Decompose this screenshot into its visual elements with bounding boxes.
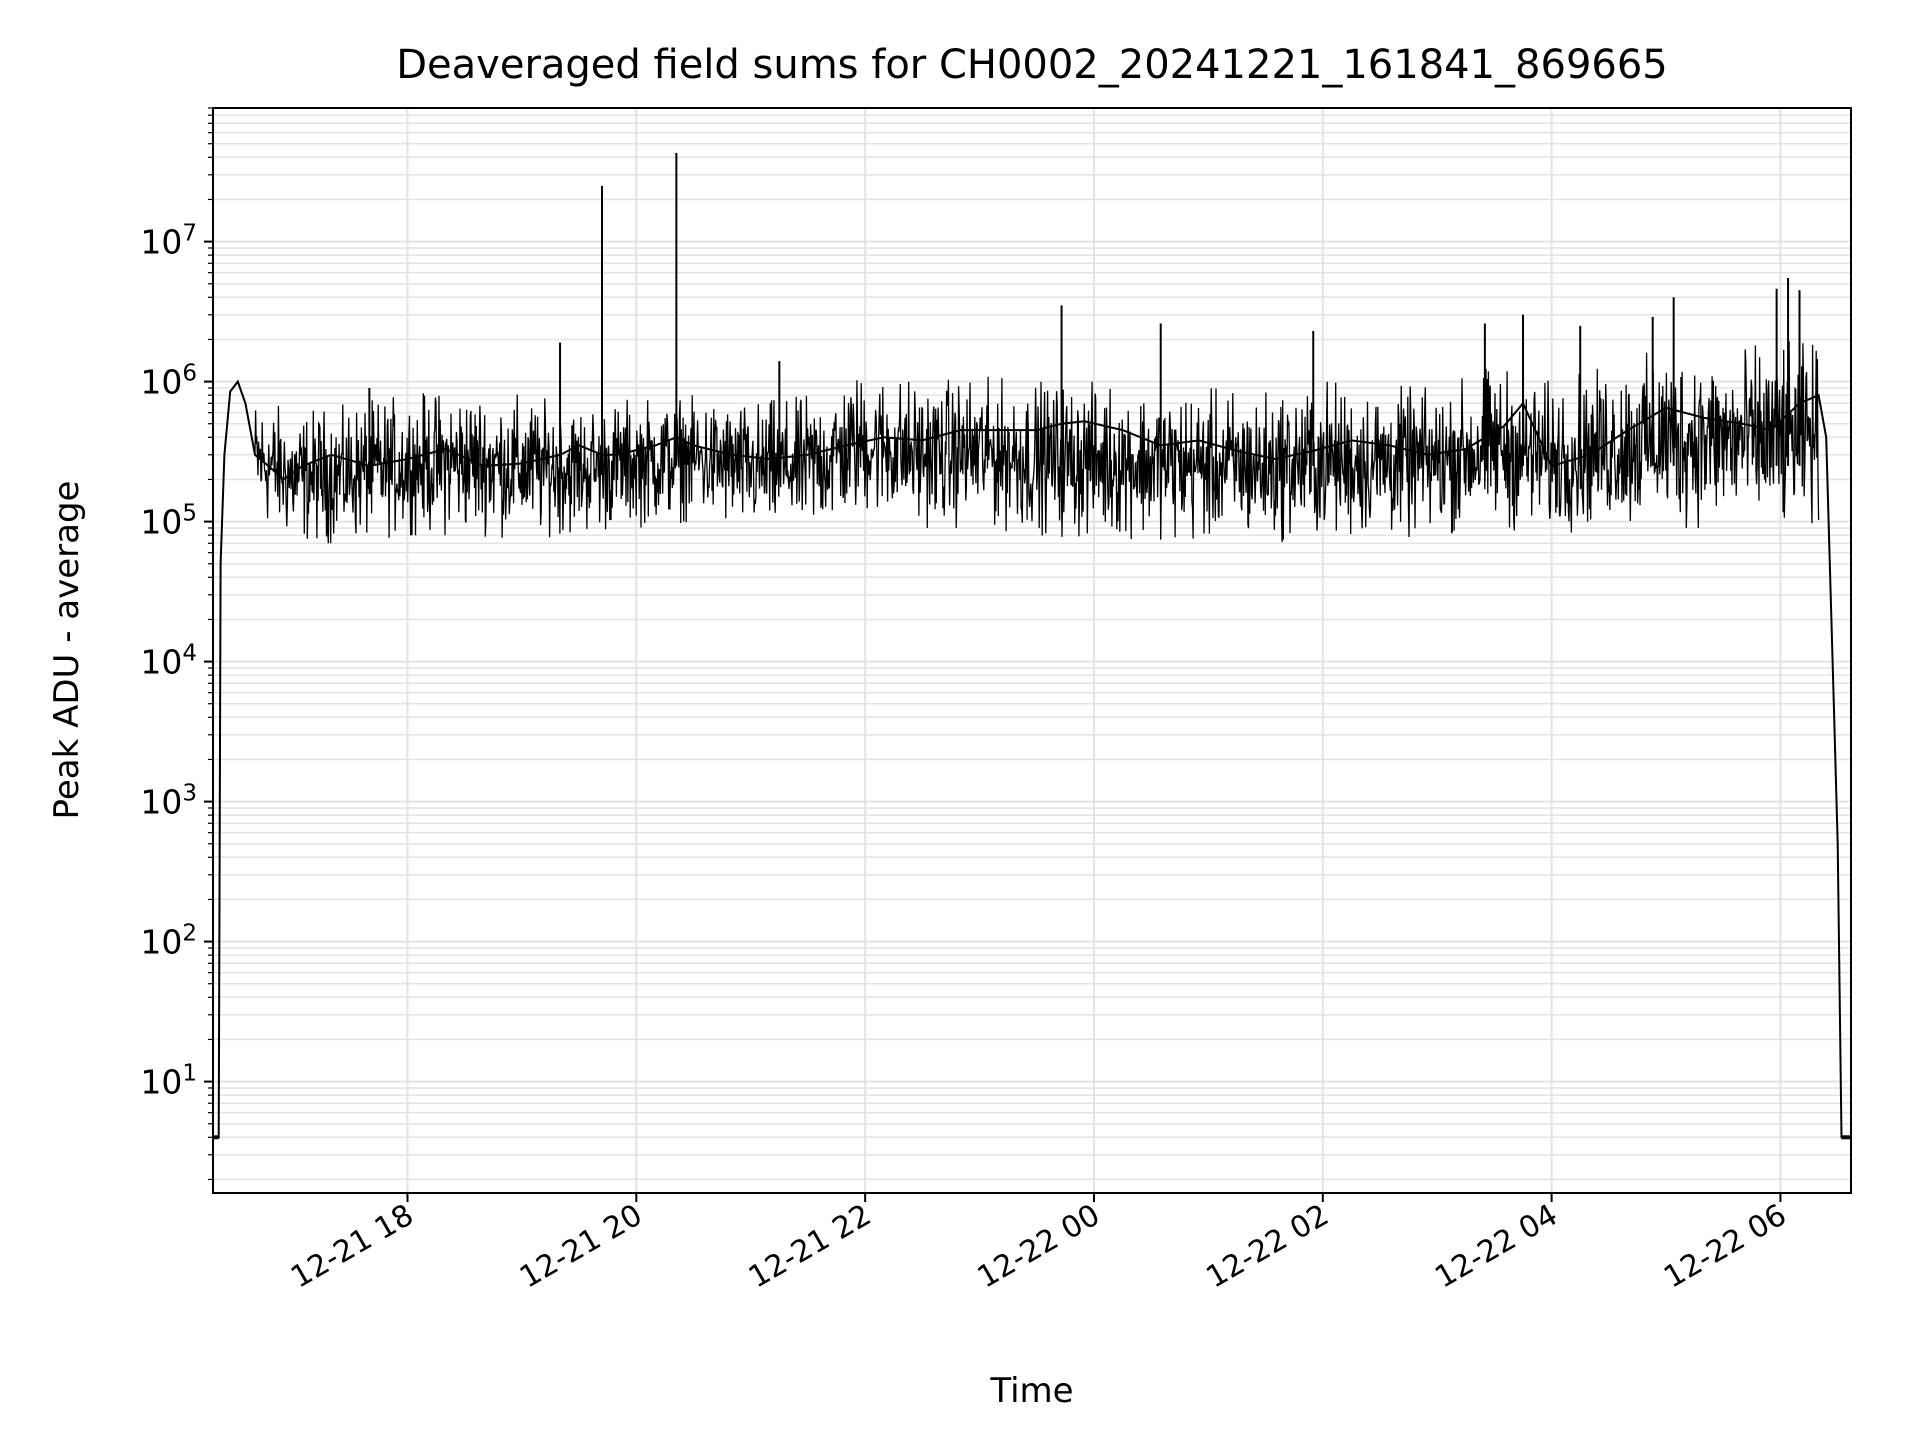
y-tick-label: 104 (140, 641, 197, 682)
grid-layer (213, 107, 1851, 1193)
chart-title: Deaveraged field sums for CH0002_2024122… (396, 42, 1668, 88)
x-axis-label: Time (989, 1371, 1073, 1411)
y-tick-label: 101 (140, 1061, 197, 1102)
y-tick-label: 106 (140, 361, 197, 402)
y-tick-label: 103 (140, 781, 197, 822)
data-layer (213, 152, 1851, 1140)
y-tick-label: 107 (140, 221, 197, 262)
series-line (213, 379, 1851, 1139)
y-tick-label: 102 (140, 921, 197, 962)
y-axis-label: Peak ADU - average (47, 481, 87, 820)
y-tick-label: 105 (140, 501, 197, 542)
plot-frame (212, 107, 1852, 1194)
noise-band-line (254, 340, 1820, 544)
